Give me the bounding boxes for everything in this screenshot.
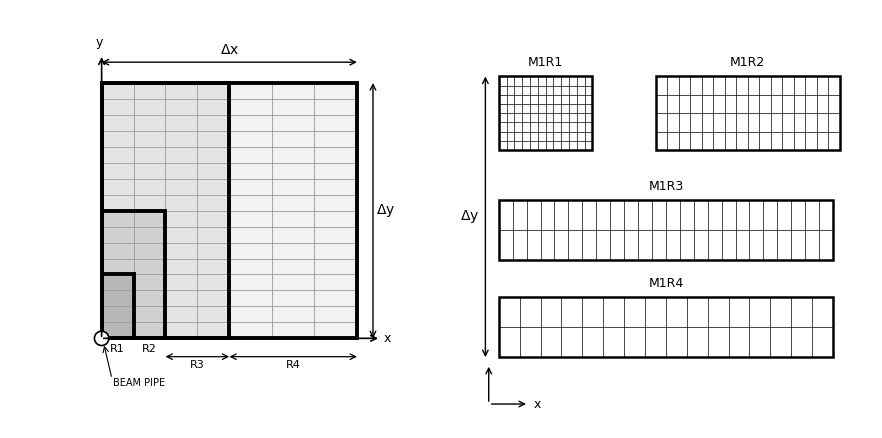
Bar (101, 83, 357, 338)
Text: $\Delta$y: $\Delta$y (377, 202, 395, 219)
Text: M1R3: M1R3 (648, 180, 684, 193)
Text: R4: R4 (286, 360, 301, 370)
Bar (101, 211, 166, 338)
Text: x: x (534, 398, 542, 410)
Bar (101, 275, 133, 338)
Text: M1R2: M1R2 (730, 56, 766, 69)
Circle shape (94, 331, 108, 346)
Bar (498, 76, 593, 150)
Bar (101, 83, 229, 338)
Text: x: x (384, 332, 391, 345)
Text: $\Delta$x: $\Delta$x (220, 42, 239, 57)
Bar (498, 200, 833, 260)
Text: R2: R2 (142, 344, 157, 354)
Text: R3: R3 (190, 360, 205, 370)
Text: R1: R1 (110, 344, 125, 354)
Text: M1R1: M1R1 (528, 56, 564, 69)
Bar (101, 83, 357, 338)
Text: $\Delta$y: $\Delta$y (460, 208, 480, 225)
Bar (498, 297, 833, 357)
Bar (101, 211, 166, 338)
Bar (101, 83, 229, 338)
Text: y: y (95, 36, 103, 49)
Bar (101, 275, 133, 338)
Bar (656, 76, 840, 150)
Text: BEAM PIPE: BEAM PIPE (113, 378, 165, 388)
Text: M1R4: M1R4 (648, 277, 684, 290)
